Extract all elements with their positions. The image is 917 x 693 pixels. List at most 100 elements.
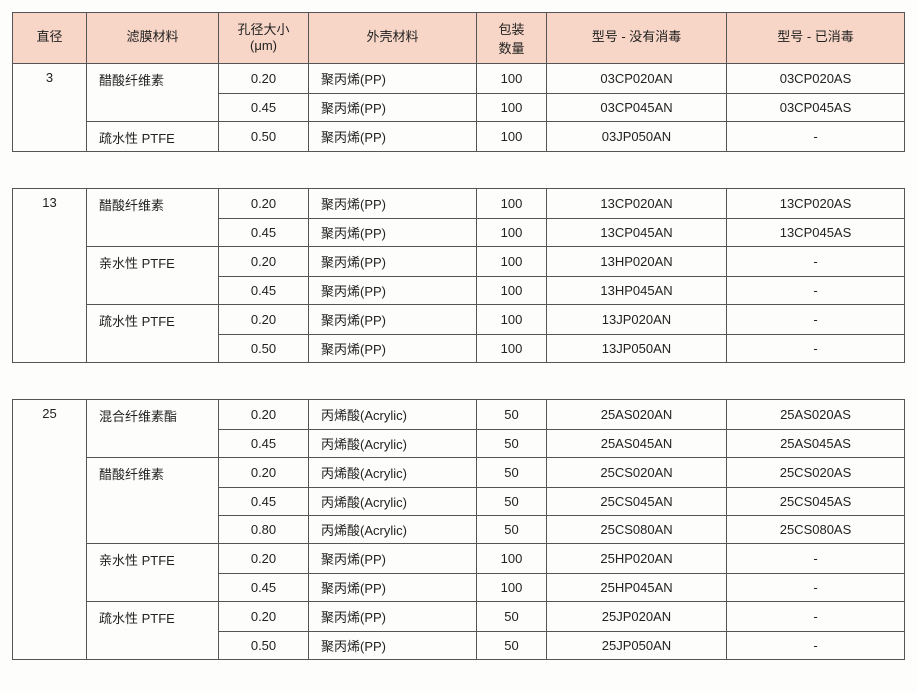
cell-diameter (13, 574, 87, 602)
cell-membrane (87, 516, 219, 544)
table-row: 0.80丙烯酸(Acrylic)5025CS080AN25CS080AS (13, 516, 905, 544)
table-row: 25混合纤维素酯0.20丙烯酸(Acrylic)5025AS020AN25AS0… (13, 400, 905, 430)
cell-housing: 聚丙烯(PP) (309, 189, 477, 219)
cell-qty: 100 (477, 544, 547, 574)
cell-model-s: - (727, 602, 905, 632)
cell-qty: 100 (477, 64, 547, 94)
cell-model-ns: 13HP020AN (547, 247, 727, 277)
cell-membrane (87, 335, 219, 363)
cell-diameter: 25 (13, 400, 87, 430)
header-housing: 外壳材料 (309, 13, 477, 64)
cell-housing: 聚丙烯(PP) (309, 277, 477, 305)
cell-housing: 聚丙烯(PP) (309, 574, 477, 602)
cell-model-ns: 13CP020AN (547, 189, 727, 219)
cell-qty: 100 (477, 574, 547, 602)
cell-housing: 聚丙烯(PP) (309, 335, 477, 363)
cell-pore: 0.20 (219, 544, 309, 574)
cell-pore: 0.45 (219, 277, 309, 305)
cell-model-s: 03CP045AS (727, 94, 905, 122)
cell-qty: 50 (477, 400, 547, 430)
cell-model-ns: 25JP050AN (547, 632, 727, 660)
cell-model-s: 25AS020AS (727, 400, 905, 430)
cell-membrane (87, 574, 219, 602)
product-table: 直径滤膜材料孔径大小(μm)外壳材料包装数量型号 - 没有消毒型号 - 已消毒3… (12, 12, 905, 152)
cell-housing: 聚丙烯(PP) (309, 247, 477, 277)
cell-membrane: 疏水性 PTFE (87, 602, 219, 632)
cell-model-ns: 25JP020AN (547, 602, 727, 632)
cell-pore: 0.80 (219, 516, 309, 544)
table-row: 13醋酸纤维素0.20聚丙烯(PP)10013CP020AN13CP020AS (13, 189, 905, 219)
header-qty: 包装数量 (477, 13, 547, 64)
cell-model-ns: 25CS080AN (547, 516, 727, 544)
cell-housing: 聚丙烯(PP) (309, 94, 477, 122)
cell-diameter (13, 602, 87, 632)
table-row: 疏水性 PTFE0.20聚丙烯(PP)5025JP020AN- (13, 602, 905, 632)
cell-qty: 100 (477, 247, 547, 277)
cell-model-s: - (727, 305, 905, 335)
cell-model-ns: 25AS045AN (547, 430, 727, 458)
tables-container: 直径滤膜材料孔径大小(μm)外壳材料包装数量型号 - 没有消毒型号 - 已消毒3… (12, 12, 905, 660)
table-row: 0.45聚丙烯(PP)10013CP045AN13CP045AS (13, 219, 905, 247)
cell-pore: 0.50 (219, 632, 309, 660)
cell-qty: 50 (477, 488, 547, 516)
cell-pore: 0.50 (219, 335, 309, 363)
cell-model-s: - (727, 335, 905, 363)
cell-membrane: 疏水性 PTFE (87, 305, 219, 335)
table-row: 0.45聚丙烯(PP)10003CP045AN03CP045AS (13, 94, 905, 122)
cell-model-s: 03CP020AS (727, 64, 905, 94)
cell-membrane (87, 632, 219, 660)
cell-qty: 100 (477, 277, 547, 305)
cell-housing: 丙烯酸(Acrylic) (309, 516, 477, 544)
cell-diameter: 13 (13, 189, 87, 219)
header-diameter: 直径 (13, 13, 87, 64)
header-pore: 孔径大小(μm) (219, 13, 309, 64)
cell-housing: 丙烯酸(Acrylic) (309, 458, 477, 488)
cell-membrane (87, 430, 219, 458)
table-row: 0.45聚丙烯(PP)10013HP045AN- (13, 277, 905, 305)
cell-qty: 50 (477, 458, 547, 488)
cell-qty: 50 (477, 632, 547, 660)
table-row: 0.50聚丙烯(PP)5025JP050AN- (13, 632, 905, 660)
cell-pore: 0.45 (219, 430, 309, 458)
cell-model-ns: 13CP045AN (547, 219, 727, 247)
cell-model-ns: 13JP050AN (547, 335, 727, 363)
table-row: 0.45丙烯酸(Acrylic)5025CS045AN25CS045AS (13, 488, 905, 516)
cell-diameter (13, 516, 87, 544)
cell-diameter: 3 (13, 64, 87, 94)
table-row: 0.45丙烯酸(Acrylic)5025AS045AN25AS045AS (13, 430, 905, 458)
cell-housing: 聚丙烯(PP) (309, 305, 477, 335)
cell-housing: 聚丙烯(PP) (309, 122, 477, 152)
table-row: 疏水性 PTFE0.20聚丙烯(PP)10013JP020AN- (13, 305, 905, 335)
table-row: 疏水性 PTFE0.50聚丙烯(PP)10003JP050AN- (13, 122, 905, 152)
cell-membrane (87, 488, 219, 516)
cell-model-ns: 25HP020AN (547, 544, 727, 574)
cell-diameter (13, 219, 87, 247)
cell-qty: 100 (477, 94, 547, 122)
table-row: 亲水性 PTFE0.20聚丙烯(PP)10025HP020AN- (13, 544, 905, 574)
cell-pore: 0.50 (219, 122, 309, 152)
cell-model-ns: 25CS020AN (547, 458, 727, 488)
cell-housing: 丙烯酸(Acrylic) (309, 400, 477, 430)
cell-pore: 0.20 (219, 305, 309, 335)
cell-model-ns: 13JP020AN (547, 305, 727, 335)
cell-housing: 聚丙烯(PP) (309, 64, 477, 94)
cell-diameter (13, 277, 87, 305)
cell-model-s: 13CP045AS (727, 219, 905, 247)
cell-membrane: 醋酸纤维素 (87, 458, 219, 488)
cell-pore: 0.45 (219, 574, 309, 602)
cell-membrane (87, 94, 219, 122)
cell-qty: 100 (477, 335, 547, 363)
cell-model-s: - (727, 632, 905, 660)
cell-model-s: 25CS045AS (727, 488, 905, 516)
cell-pore: 0.20 (219, 64, 309, 94)
cell-housing: 丙烯酸(Acrylic) (309, 488, 477, 516)
cell-diameter (13, 305, 87, 335)
cell-model-s: - (727, 544, 905, 574)
header-membrane: 滤膜材料 (87, 13, 219, 64)
cell-diameter (13, 632, 87, 660)
cell-model-ns: 13HP045AN (547, 277, 727, 305)
cell-model-s: - (727, 247, 905, 277)
cell-membrane: 亲水性 PTFE (87, 544, 219, 574)
cell-pore: 0.20 (219, 189, 309, 219)
cell-model-s: 25AS045AS (727, 430, 905, 458)
